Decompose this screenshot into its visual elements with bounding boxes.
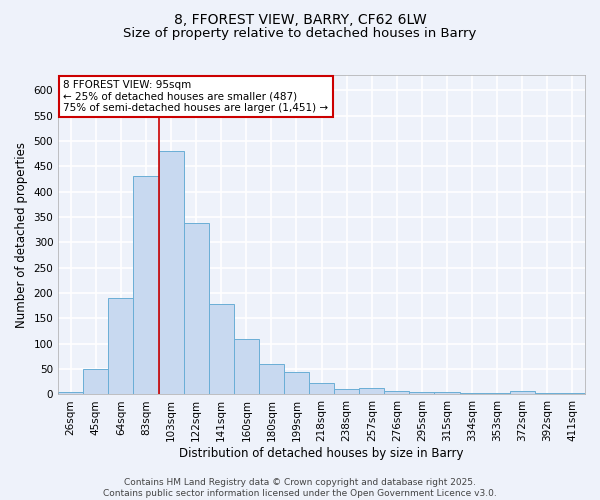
Bar (434, 392, 460, 394)
X-axis label: Distribution of detached houses by size in Barry: Distribution of detached houses by size … (179, 447, 464, 460)
Bar (58, 392, 83, 394)
Text: Size of property relative to detached houses in Barry: Size of property relative to detached ho… (124, 28, 476, 40)
Bar (359, 388, 385, 394)
Bar (309, 384, 334, 394)
Bar (109, 298, 133, 394)
Bar (510, 391, 535, 394)
Text: 8, FFOREST VIEW, BARRY, CF62 6LW: 8, FFOREST VIEW, BARRY, CF62 6LW (173, 12, 427, 26)
Bar (83, 369, 109, 394)
Text: 8 FFOREST VIEW: 95sqm
← 25% of detached houses are smaller (487)
75% of semi-det: 8 FFOREST VIEW: 95sqm ← 25% of detached … (64, 80, 329, 113)
Bar (334, 390, 359, 394)
Bar (234, 338, 259, 394)
Bar (385, 392, 409, 394)
Y-axis label: Number of detached properties: Number of detached properties (15, 142, 28, 328)
Bar (259, 364, 284, 394)
Bar (209, 304, 234, 394)
Bar (184, 223, 209, 394)
Bar (560, 393, 585, 394)
Bar (158, 151, 184, 394)
Bar (409, 392, 434, 394)
Bar (284, 372, 309, 394)
Text: Contains HM Land Registry data © Crown copyright and database right 2025.
Contai: Contains HM Land Registry data © Crown c… (103, 478, 497, 498)
Bar (133, 176, 158, 394)
